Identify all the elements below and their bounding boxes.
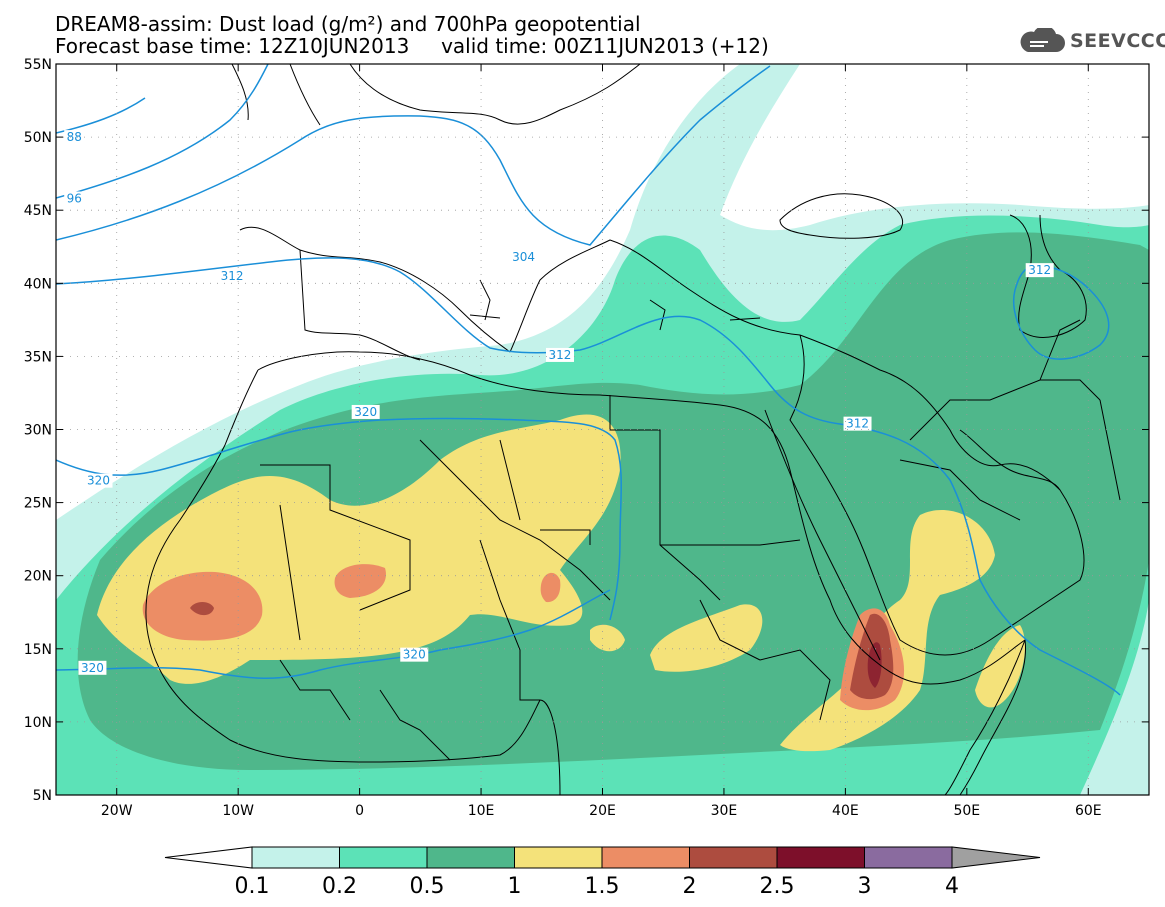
colorbar-tick-label: 0.5 (410, 874, 445, 899)
red-sea-coastline (764, 409, 881, 661)
colorbar-segment (689, 846, 778, 869)
contour-label: 312 (221, 269, 244, 283)
country-boundaries (145, 64, 1121, 795)
geopotential-contours (56, 64, 1121, 696)
dust-level-1 (975, 625, 1025, 708)
contour-label-bg (1025, 263, 1054, 278)
colorbar-segment (601, 846, 690, 869)
colorbar-tick-label: 3 (858, 874, 872, 899)
arabia-coastline (789, 334, 1085, 656)
logo-text: SEEVCCC (1070, 30, 1165, 52)
contour-label-bg (351, 404, 380, 419)
contour-line (56, 64, 269, 199)
contour-label: 320 (354, 405, 377, 419)
black-sea-coastline (779, 193, 903, 239)
caspian-coastline (1009, 214, 1087, 338)
colorbar-above-arrow (951, 846, 1041, 869)
contour-label: 96 (67, 192, 82, 206)
contour-labels: 88 96 304 312 312 312 312 320 320 320 320 (64, 130, 1054, 675)
lon-tick-label: 40E (832, 803, 859, 819)
contour-label: 304 (512, 250, 535, 264)
colorbar-tick-label: 2 (683, 874, 697, 899)
contour-label-bg (843, 416, 872, 431)
lon-tick-label: 50E (953, 803, 980, 819)
lat-tick-label: 10N (24, 715, 52, 731)
contour-label: 312 (549, 348, 572, 362)
lat-tick-label: 15N (24, 642, 52, 658)
longitude-labels: 20W 10W 0 10E 20E 30E 40E 50E 60E (101, 64, 1102, 819)
lat-tick-label: 55N (24, 57, 52, 73)
lon-tick-label: 60E (1075, 803, 1102, 819)
lat-tick-label: 30N (24, 423, 52, 439)
contour-label: 320 (403, 648, 426, 662)
contour-label-bg (78, 660, 107, 675)
contour-line (56, 65, 771, 246)
colorbar-segment (426, 846, 515, 869)
lat-tick-label: 25N (24, 496, 52, 512)
colorbar-tick-label: 4 (945, 874, 959, 899)
contour-line (1013, 265, 1110, 360)
west-africa-coastline (145, 369, 561, 795)
contour-label-bg (545, 347, 574, 362)
colorbar-tick-label: 1 (508, 874, 522, 899)
colorbar-segment (251, 846, 340, 869)
north-europe-coastline (231, 64, 641, 126)
inner-borders (260, 319, 1121, 761)
persian-gulf-coastline (959, 429, 1061, 491)
europe-coastline (239, 226, 801, 361)
colorbar-segment (776, 846, 865, 869)
contour-label-bg (64, 191, 85, 206)
dust-level-1 (590, 624, 625, 652)
forecast-time-subtitle: Forecast base time: 12Z10JUN2013 valid t… (55, 34, 769, 58)
colorbar-tick-label: 0.2 (322, 874, 357, 899)
lat-tick-label: 45N (24, 203, 52, 219)
contour-label: 320 (87, 474, 110, 488)
dust-level-1.5 (334, 564, 386, 598)
colorbar-tick-label: 0.1 (235, 874, 270, 899)
contour-label: 312 (1028, 263, 1051, 277)
east-africa-coastline (959, 639, 1027, 795)
cloud-icon (1020, 28, 1065, 52)
lat-tick-label: 5N (33, 788, 52, 804)
lon-tick-label: 0 (355, 803, 364, 819)
colorbar-tick-label: 2.5 (760, 874, 795, 899)
lon-tick-label: 20E (589, 803, 616, 819)
graticule (56, 63, 1149, 796)
contour-label: 88 (67, 130, 82, 144)
dust-level-1.5 (540, 572, 561, 603)
contour-label-bg (400, 647, 429, 662)
seevccc-logo: SEEVCCC (1018, 28, 1165, 54)
contour-label: 312 (846, 417, 869, 431)
lat-tick-label: 50N (24, 130, 52, 146)
contour-label-bg (509, 249, 538, 264)
contour-line (56, 417, 622, 621)
colorbar-segment (339, 846, 428, 869)
mediterranean-islands (469, 279, 761, 331)
colorbar: 0.1 0.2 0.5 1 1.5 2 2.5 3 4 (164, 846, 1041, 899)
latitude-labels: 55N 50N 45N 40N 35N 30N 25N 20N 15N 10N 5N (24, 57, 1149, 804)
contour-label-bg (64, 130, 85, 145)
lon-tick-label: 10W (222, 803, 254, 819)
dust-level-2 (190, 602, 214, 616)
colorbar-below-arrow (164, 846, 253, 869)
colorbar-tick-label: 1.5 (585, 874, 620, 899)
contour-label: 320 (81, 661, 104, 675)
colorbar-segment (864, 846, 953, 869)
lat-tick-label: 40N (24, 276, 52, 292)
map-title: DREAM8-assim: Dust load (g/m²) and 700hP… (55, 12, 641, 36)
dust-level-2.5 (867, 642, 882, 688)
lat-tick-label: 20N (24, 569, 52, 585)
contour-label-bg (218, 268, 247, 283)
lat-tick-label: 35N (24, 349, 52, 365)
lon-tick-label: 30E (711, 803, 738, 819)
contour-label-bg (84, 473, 113, 488)
contour-line (56, 589, 611, 679)
colorbar-segment (514, 846, 603, 869)
dust-level-1 (650, 604, 763, 672)
contour-line (56, 257, 1121, 696)
lon-tick-label: 20W (101, 803, 133, 819)
lon-tick-label: 10E (468, 803, 495, 819)
